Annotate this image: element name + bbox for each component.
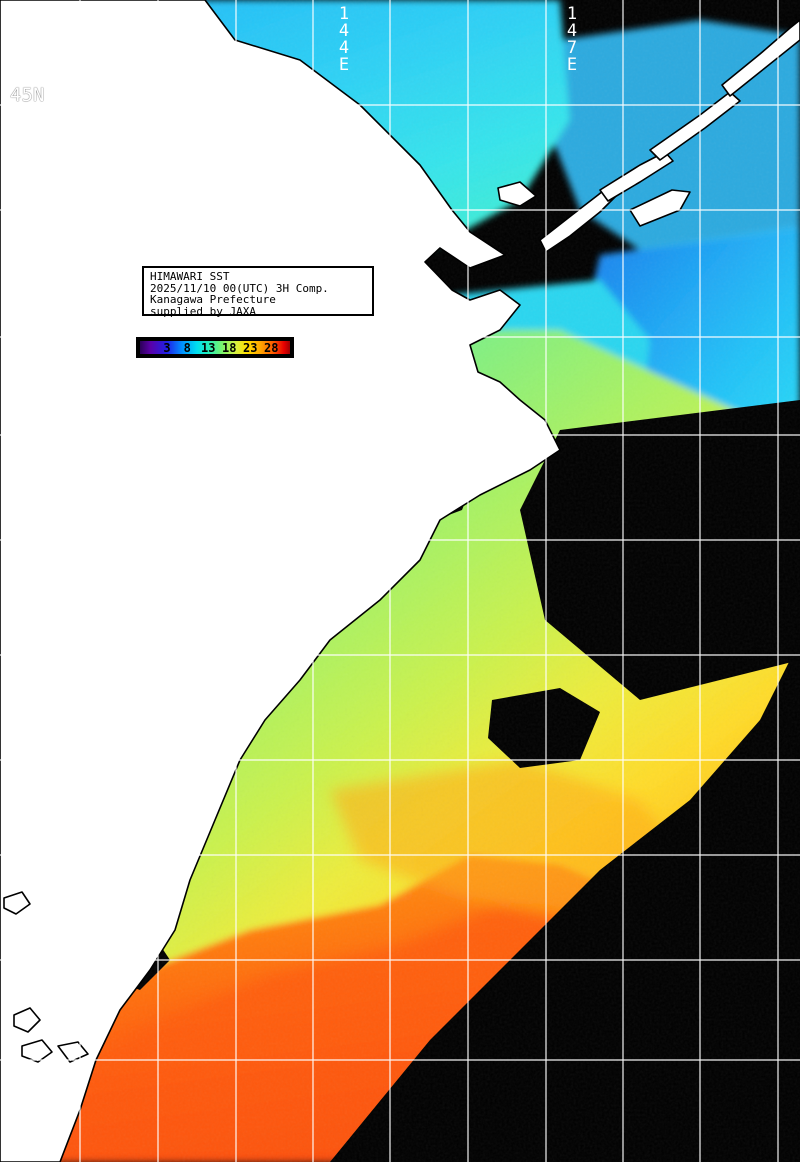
- colorbar-tick-23: 23: [243, 340, 258, 355]
- sst-colorbar: 3 8 13 18 23 28: [136, 337, 294, 358]
- colorbar-tick-8: 8: [183, 340, 191, 355]
- land-small-island-1: [13, 1007, 41, 1033]
- colorbar-tick-18: 18: [222, 340, 237, 355]
- product-info-box: HIMAWARI SST 2025/11/10 00(UTC) 3H Comp.…: [142, 266, 374, 318]
- colorbar-tick-3: 3: [163, 340, 171, 355]
- sst-colorbar-gradient: 3 8 13 18 23 28: [140, 341, 290, 354]
- product-datetime: 2025/11/10 00(UTC) 3H Comp.: [150, 281, 329, 295]
- land-kuril-6: [497, 181, 537, 207]
- product-region: Kanagawa Prefecture: [150, 293, 276, 306]
- land-kuril-4: [721, 19, 800, 97]
- land-kuril-2: [599, 151, 674, 202]
- colorbar-tick-28: 28: [264, 340, 279, 355]
- land-small-island-2: [21, 1039, 53, 1063]
- product-source: supplied by JAXA: [150, 304, 256, 318]
- colorbar-tick-13: 13: [201, 340, 216, 355]
- land-small-island-3: [3, 891, 31, 915]
- product-title: HIMAWARI SST: [150, 270, 230, 283]
- land-kuril-5: [629, 189, 691, 227]
- land-hokkaido-sakhalin: [0, 0, 561, 1162]
